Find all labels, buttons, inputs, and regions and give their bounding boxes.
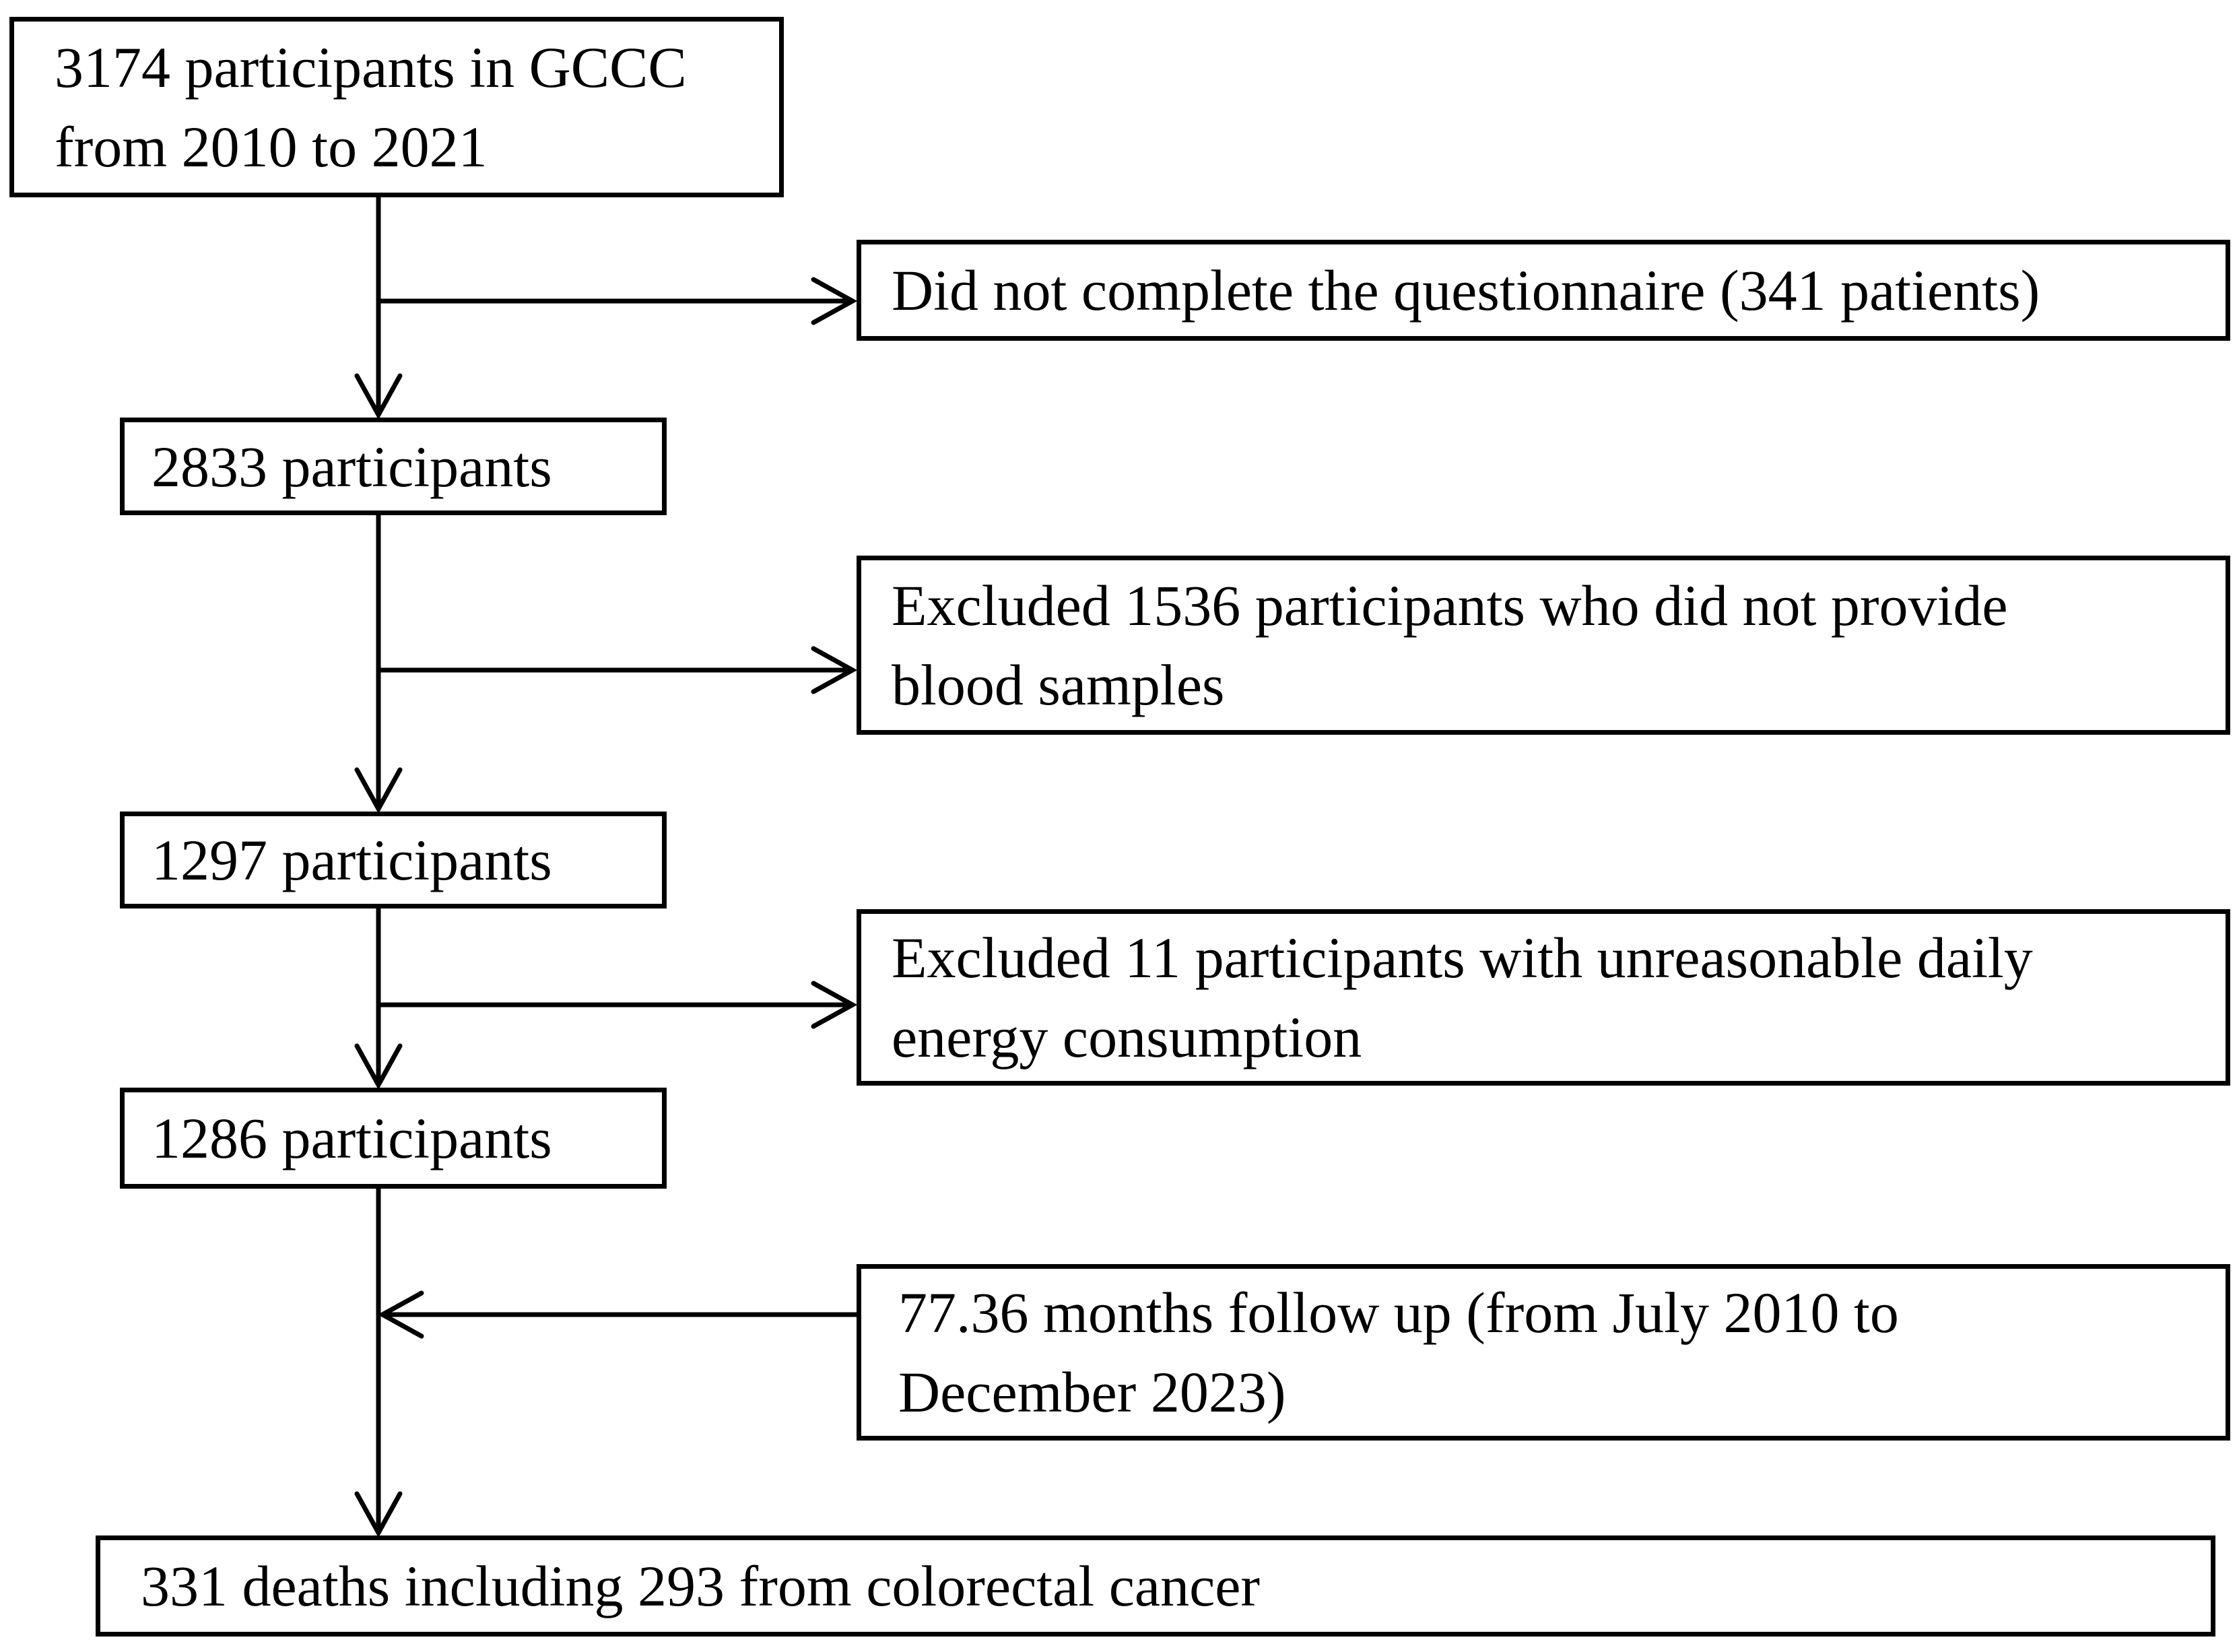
box-excluded-energy-consumption-line1: Excluded 11 participants with unreasonab…	[892, 925, 2033, 990]
box-excluded-questionnaire-line1: Did not complete the questionnaire (341 …	[892, 258, 2040, 323]
arrowhead-down-2	[354, 767, 403, 814]
arrowhead-down-3	[354, 1043, 403, 1090]
box-excluded-blood-samples-line1: Excluded 1536 participants who did not p…	[892, 573, 2008, 638]
box-excluded-blood-samples: Excluded 1536 participants who did not p…	[857, 556, 2230, 735]
box-participants-1286-line1: 1286 participants	[152, 1106, 552, 1170]
box-participants-1286: 1286 participants	[120, 1088, 667, 1189]
box-participants-1297: 1297 participants	[120, 812, 667, 908]
box-enrolled-3174-line2: from 2010 to 2021	[55, 114, 488, 179]
box-excluded-energy-consumption: Excluded 11 participants with unreasonab…	[857, 909, 2230, 1086]
box-follow-up: 77.36 months follow up (from July 2010 t…	[857, 1264, 2230, 1441]
arrowhead-left-followup	[377, 1290, 424, 1339]
arrowhead-right-questionnaire	[811, 277, 858, 325]
box-excluded-energy-consumption-line2: energy consumption	[892, 1005, 1362, 1069]
arrowhead-down-1	[354, 373, 403, 420]
arrowhead-right-blood	[811, 646, 858, 694]
box-deaths-line1: 331 deaths including 293 from colorectal…	[141, 1554, 1261, 1618]
box-excluded-blood-samples-line2: blood samples	[892, 653, 1225, 717]
box-deaths: 331 deaths including 293 from colorectal…	[96, 1535, 2215, 1637]
arrowhead-right-energy	[811, 981, 858, 1029]
box-participants-2833: 2833 participants	[120, 418, 667, 515]
box-excluded-questionnaire: Did not complete the questionnaire (341 …	[857, 240, 2230, 341]
box-enrolled-3174: 3174 participants in GCCC from 2010 to 2…	[9, 17, 784, 197]
arrowhead-down-4	[354, 1491, 403, 1538]
box-follow-up-line2: December 2023)	[898, 1360, 1286, 1424]
box-participants-2833-line1: 2833 participants	[152, 434, 552, 499]
box-participants-1297-line1: 1297 participants	[152, 828, 552, 892]
box-follow-up-line1: 77.36 months follow up (from July 2010 t…	[898, 1280, 1899, 1345]
box-enrolled-3174-line1: 3174 participants in GCCC	[55, 35, 687, 100]
